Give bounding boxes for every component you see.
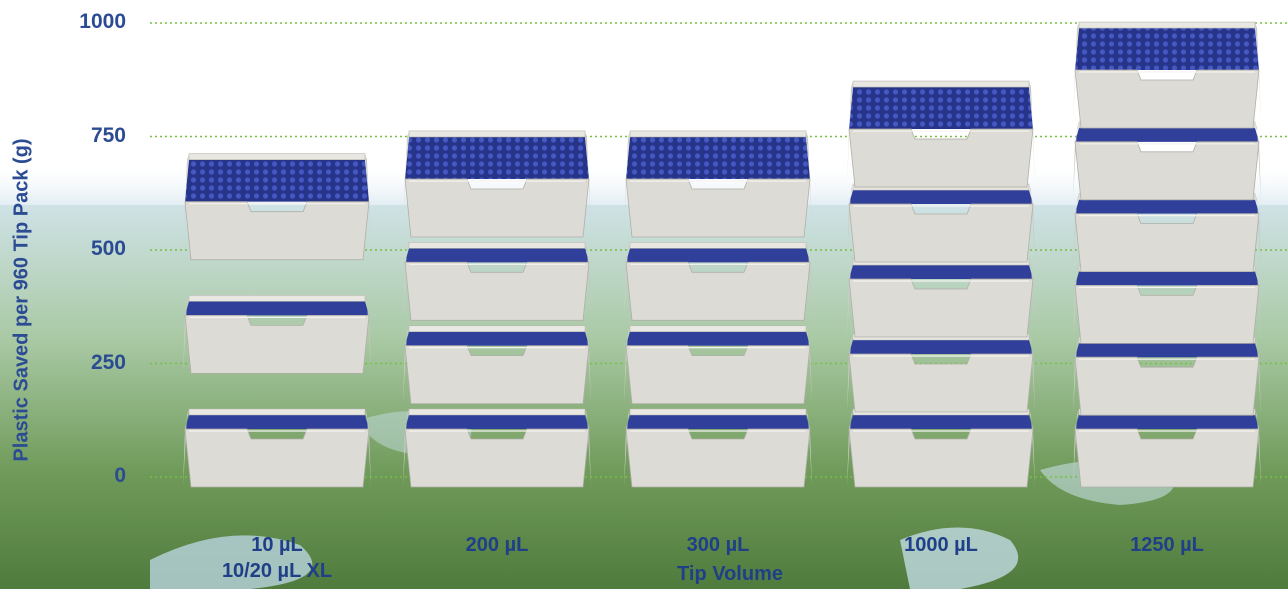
category-name: 1250 µL	[1130, 534, 1204, 556]
category-name: 1000 µL	[904, 534, 978, 556]
x-axis-label: Tip Volume	[677, 563, 783, 585]
y-axis-label: Plastic Saved per 960 Tip Pack (g)	[10, 138, 33, 462]
x-category-label-1250: 1250 µL	[1087, 532, 1247, 558]
bar-10ul	[183, 153, 371, 488]
x-category-label-10: 10 µL 10/20 µL XL	[197, 532, 357, 584]
bar-200ul	[403, 130, 591, 488]
y-tick-label-0: 0	[114, 464, 126, 487]
category-sublabel: 10/20 µL XL	[221, 560, 333, 582]
y-tick-label-1000: 1000	[79, 10, 126, 33]
x-category-label-1000: 1000 µL	[861, 532, 1021, 558]
x-category-label-200: 200 µL	[417, 532, 577, 558]
bar-series	[183, 21, 1261, 488]
category-name: 10 µL	[251, 534, 303, 556]
x-category-label-300: 300 µL	[638, 532, 798, 558]
category-name: 300 µL	[686, 534, 750, 556]
bar-1000ul	[847, 80, 1035, 488]
y-tick-label-500: 500	[90, 237, 126, 260]
y-tick-label-250: 250	[90, 350, 126, 374]
y-tick-label-750: 750	[90, 123, 126, 147]
category-name: 200 µL	[465, 534, 529, 556]
bar-300ul	[624, 130, 812, 488]
bar-1250ul	[1073, 21, 1261, 488]
